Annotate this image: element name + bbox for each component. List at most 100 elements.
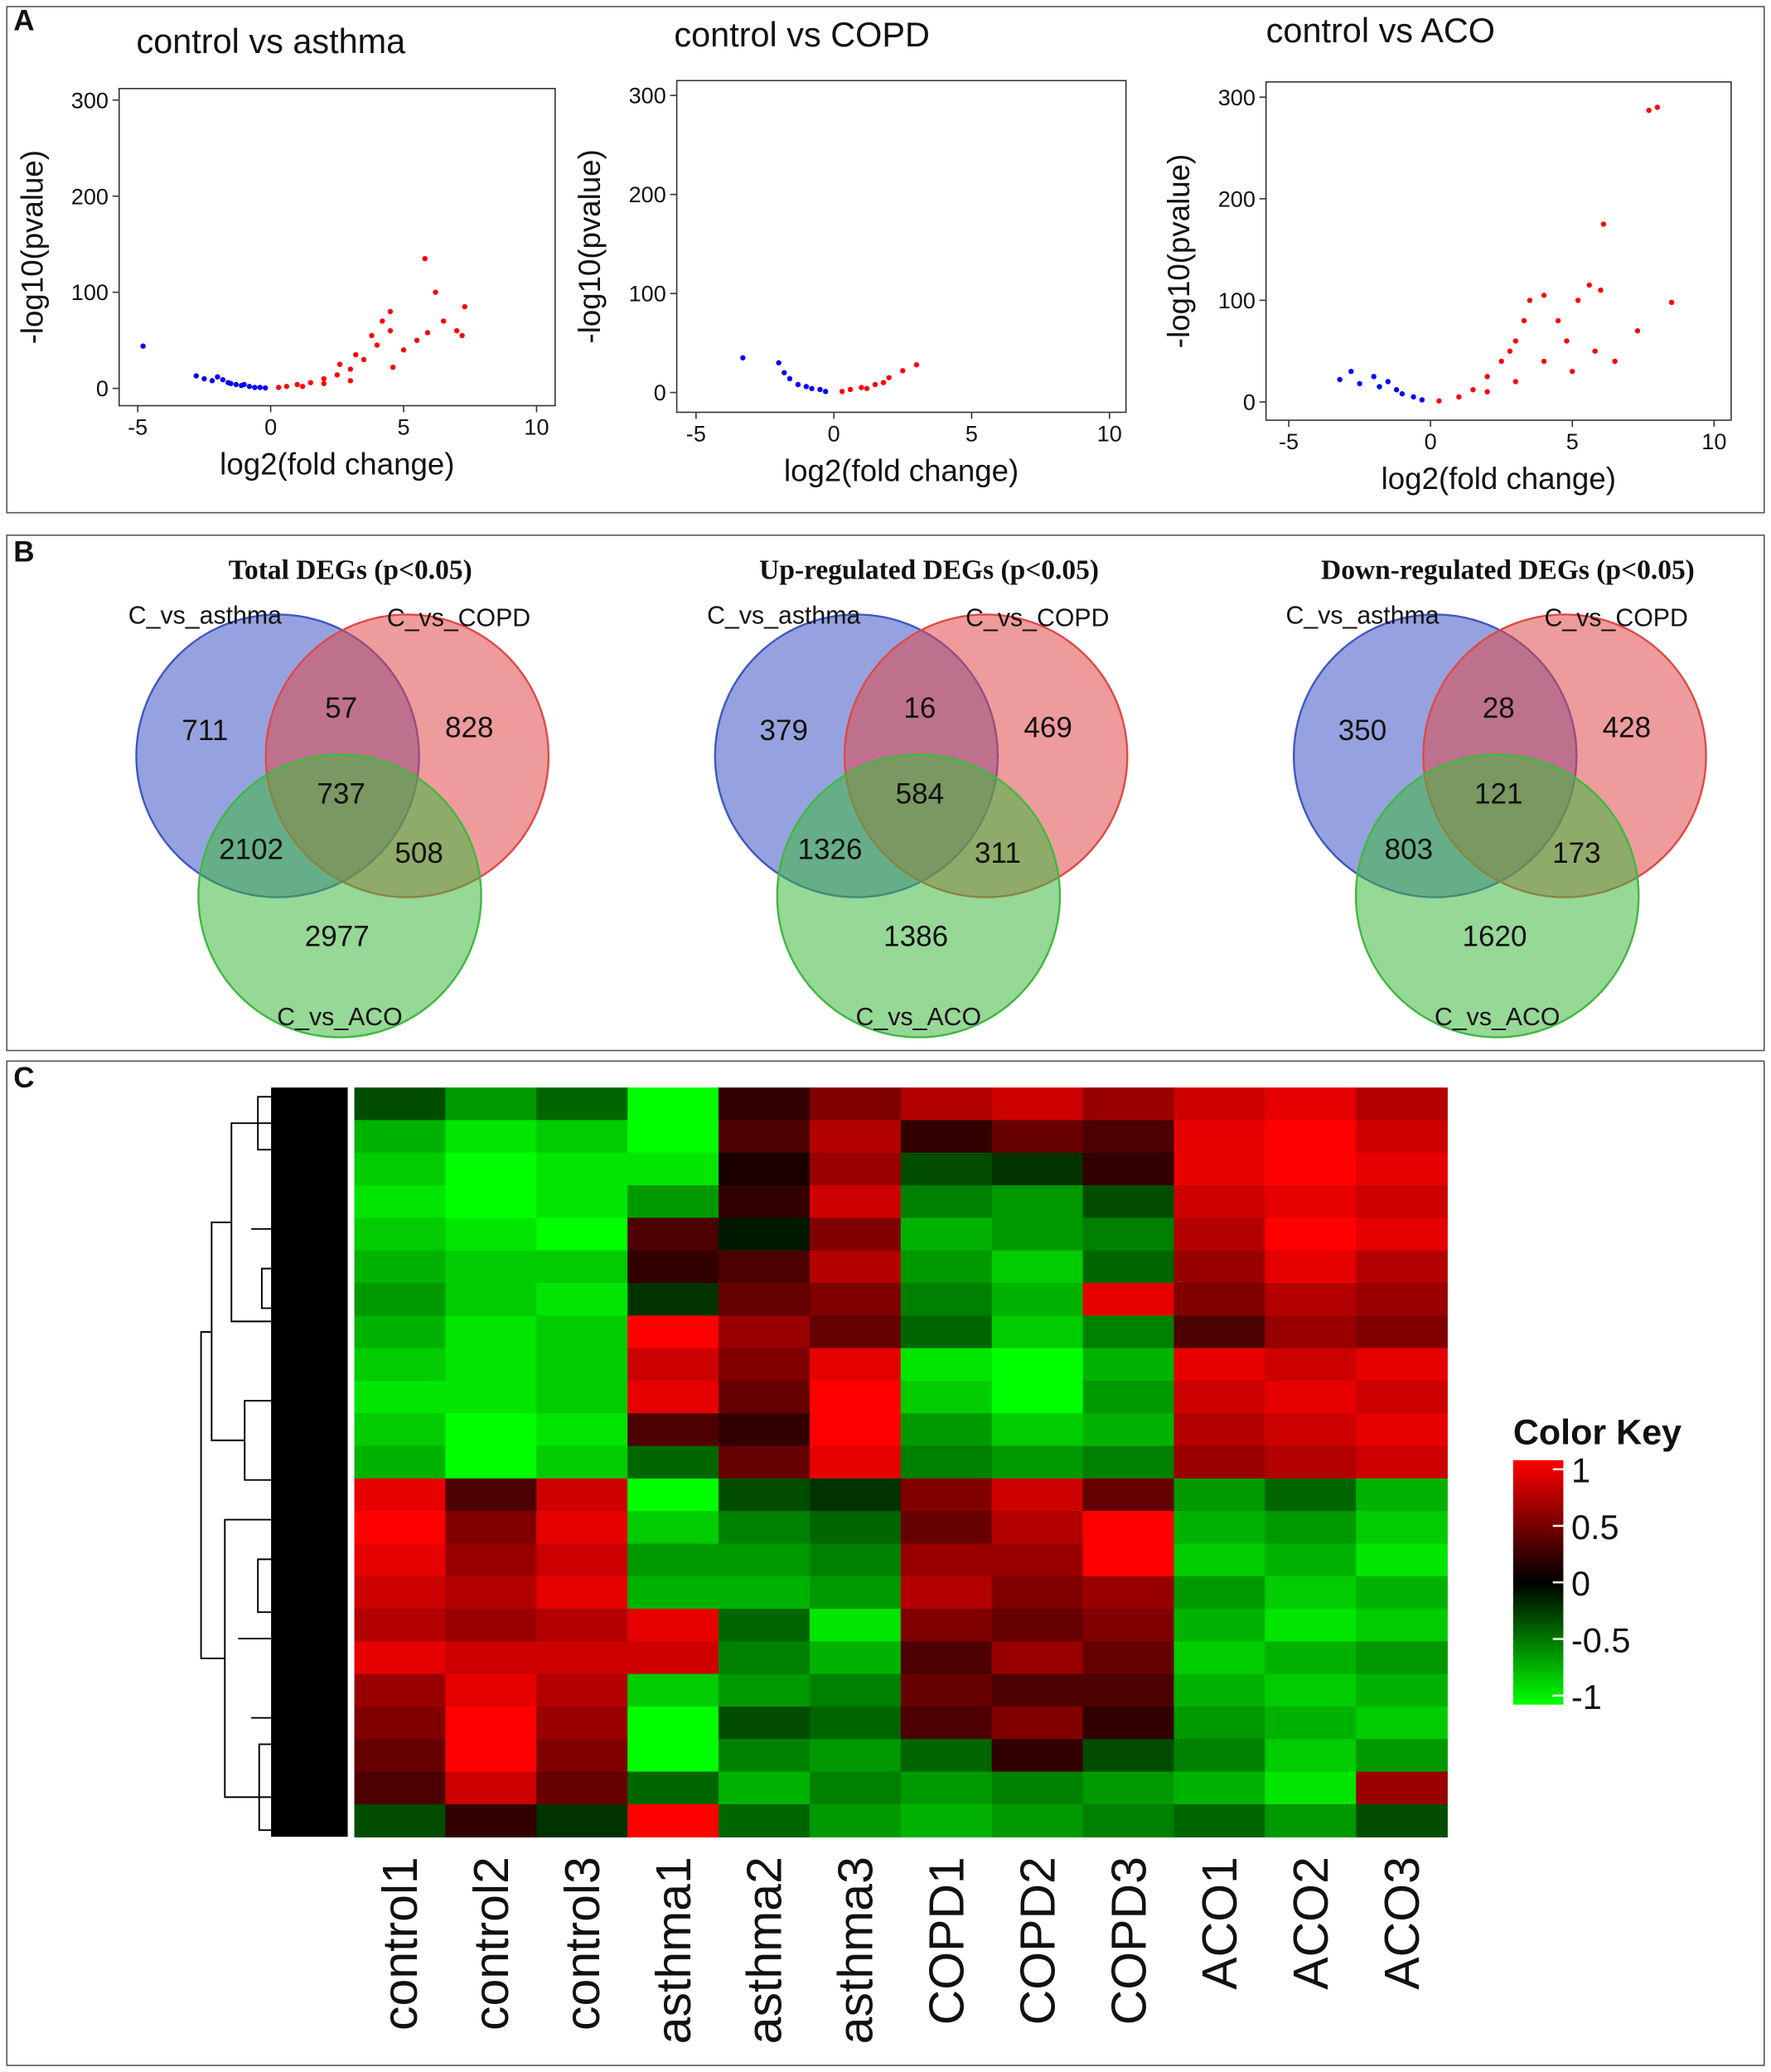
heat-cell [1265,1380,1357,1415]
point [414,337,420,343]
point [400,347,407,353]
heat-cell [900,1185,993,1219]
heat-cell [991,1348,1084,1382]
point [353,351,359,358]
x-tick-label: 5 [397,414,409,440]
panel-frame [6,534,1765,1052]
heat-cell [991,1283,1084,1317]
heat-cell [1265,1348,1357,1382]
point [241,381,247,388]
heat-cell [1356,1152,1448,1186]
column-label: control2 [464,1857,519,2031]
panel-frame [6,6,1765,514]
heat-cell [900,1511,993,1545]
heat-cell [1265,1576,1357,1610]
heat-cell [1173,1315,1266,1349]
point [803,384,810,390]
point [1484,374,1490,380]
heat-cell [354,1380,447,1415]
point [1512,379,1519,385]
heat-cell [1356,1771,1448,1805]
heat-cell [1173,1218,1266,1251]
heat-cell [900,1543,993,1577]
point [1612,358,1618,365]
column-label: COPD2 [1010,1857,1065,2025]
y-tick-label: 100 [629,281,666,307]
point [1337,376,1343,383]
point [193,373,199,379]
point [360,356,367,363]
point [886,375,892,380]
heat-cell [627,1673,719,1707]
x-tick-label: 0 [264,414,277,440]
heat-cell [354,1576,447,1610]
point [1507,348,1513,354]
heat-cell [991,1641,1084,1675]
set-label: C_vs_asthma [128,603,282,630]
heat-cell [809,1803,902,1837]
point [454,327,460,334]
heat-cell [354,1739,447,1773]
point [321,380,327,386]
heat-cell [1265,1706,1357,1740]
heat-cell [1265,1218,1357,1251]
point [781,370,787,375]
point [334,372,341,378]
x-tick-label: -5 [128,414,148,440]
heat-cell [627,1576,719,1610]
x-axis-label: log2(fold change) [784,453,1019,487]
heat-cell [1356,1283,1448,1317]
point [1411,394,1416,400]
heat-cell [1173,1185,1266,1219]
heat-cell [445,1315,538,1349]
panel-label: A [13,5,34,37]
heat-cell [809,1609,902,1643]
heat-cell [627,1348,719,1382]
point [209,378,215,384]
x-tick-label: 10 [524,414,549,440]
heat-cell [1265,1283,1357,1317]
point [1498,358,1504,365]
heat-cell [809,1478,902,1512]
heat-cell [809,1315,902,1349]
heat-cell [354,1511,447,1545]
heat-cell [354,1543,447,1577]
region-value: 584 [896,777,945,810]
heat-cell [991,1706,1084,1740]
heat-cell [536,1445,628,1479]
heat-cell [900,1315,993,1349]
heat-cell [1173,1576,1266,1610]
panel-label: B [13,536,34,569]
heat-cell [1356,1706,1448,1740]
plot-frame [675,80,1127,414]
heat-cell [354,1413,447,1447]
heat-cell [354,1152,447,1186]
point [1541,358,1547,365]
y-tick-label: 300 [71,87,109,113]
heat-cell [445,1771,538,1805]
heat-cell [1173,1673,1266,1707]
column-label: asthma1 [646,1857,701,2044]
point [440,318,447,324]
heat-cell [809,1348,902,1382]
y-tick-label: 100 [1218,288,1256,313]
heat-cell [1356,1478,1448,1512]
region-value: 311 [975,837,1021,869]
heat-cell [1173,1380,1266,1415]
point [387,308,394,315]
heat-cell [991,1445,1084,1479]
heat-cell [1265,1250,1357,1284]
point [390,364,396,370]
set-label: C_vs_COPD [1545,605,1688,632]
point [140,343,146,349]
point [1357,380,1362,387]
heat-cell [1082,1803,1175,1837]
heat-cell [627,1706,719,1740]
set-label: C_vs_ACO [277,1004,402,1031]
heat-cell [1265,1185,1357,1219]
point [233,381,240,388]
heat-cell [536,1576,628,1610]
heat-cell [719,1120,810,1154]
point [299,384,306,390]
heat-cell [445,1283,538,1317]
